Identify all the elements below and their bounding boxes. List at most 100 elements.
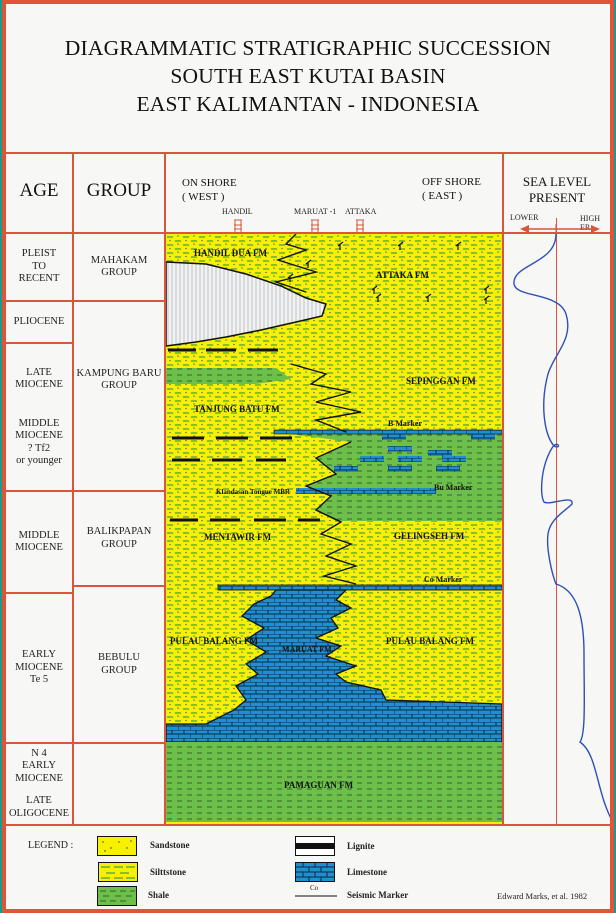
legend-label-limestone: Limestone xyxy=(347,867,387,877)
group-text: MAHAKAM xyxy=(90,254,148,266)
formation-pulau-balang-east: PULAU BALANG FM xyxy=(386,636,475,646)
limestone-co-marker xyxy=(217,584,502,591)
formation-maruat: MARUAT FM xyxy=(282,645,332,654)
age-text: OLIGOCENE xyxy=(8,807,70,819)
age-text: EARLY xyxy=(22,649,56,661)
age-text: PLIOCENE xyxy=(13,315,65,327)
legend-label-lignite: Lignite xyxy=(347,841,375,851)
credit-text: Edward Marks, et al. 1982 xyxy=(497,891,588,901)
marker-b: B Marker xyxy=(388,419,422,428)
legend-label-siltstone: Silttstone xyxy=(150,867,186,877)
title-line-2: SOUTH EAST KUTAI BASIN xyxy=(170,64,446,88)
age-text: PLEIST xyxy=(21,248,57,260)
age-text: LATE xyxy=(26,795,52,807)
formation-pamaguan: PAMAGUAN FM xyxy=(284,780,354,790)
age-text: or younger xyxy=(16,455,62,466)
group-mahakam: MAHAKAM GROUP xyxy=(74,234,164,300)
formation-sepinggan: SEPINGGAN FM xyxy=(406,376,476,386)
well-label-maruat: MARUAT -1 xyxy=(294,207,337,216)
age-text: MIOCENE xyxy=(15,379,63,390)
sea-level-present-line xyxy=(556,218,557,824)
age-pliocene: PLIOCENE xyxy=(6,302,72,342)
limestone-b-marker xyxy=(273,429,502,435)
age-text: TO xyxy=(32,260,46,272)
formation-pulau-balang-west: PULAU BALANG FM xyxy=(170,636,259,646)
legend-top-border xyxy=(4,824,612,826)
higher-label-line2: ER xyxy=(580,223,591,232)
group-balikpapan: BALIKPAPAN GROUP xyxy=(74,492,164,585)
group-text: BALIKPAPAN xyxy=(86,526,152,537)
group-bebulu: BEBULU GROUP xyxy=(74,587,164,742)
age-row-divider xyxy=(4,742,164,744)
higher-label: HIGH ER xyxy=(580,214,600,232)
onshore-label-line2: ( WEST ) xyxy=(182,191,225,203)
group-text: GROUP xyxy=(101,267,137,278)
age-text: MIOCENE xyxy=(15,542,63,553)
higher-label-line1: HIGH xyxy=(580,214,600,223)
section-right-border xyxy=(502,152,504,824)
age-text: N 4 xyxy=(31,747,47,759)
formation-attaka: ATTAKA FM xyxy=(376,270,429,280)
sea-level-arrow-icon xyxy=(520,224,600,234)
formation-gelingseh: GELINGSEH FM xyxy=(394,531,465,541)
group-kampung-baru: KAMPUNG BARU GROUP xyxy=(74,340,164,420)
age-row-divider xyxy=(4,490,164,492)
group-row-divider xyxy=(72,585,164,587)
age-header: AGE xyxy=(19,180,59,201)
offshore-label-line2: ( EAST ) xyxy=(422,190,463,202)
formation-tanjung-batu: TANJUNG BATU FM xyxy=(194,404,280,414)
well-label-handil: HANDIL xyxy=(222,207,253,216)
age-text: MIOCENE xyxy=(15,772,63,784)
legend-swatch-siltstone xyxy=(98,862,138,882)
age-early-miocene-te5: EARLY MIOCENE Te 5 xyxy=(6,594,72,742)
legend-swatch-seismic-marker xyxy=(295,895,337,897)
legend-label-shale: Shale xyxy=(148,890,170,900)
legend-swatch-limestone xyxy=(295,862,335,882)
group-text: GROUP xyxy=(101,380,137,391)
group-header: GROUP xyxy=(86,180,152,201)
group-text: BEBULU xyxy=(98,652,140,663)
lignite-beds xyxy=(168,348,320,522)
well-label-attaka: ATTAKA xyxy=(345,207,377,216)
facies-boundaries xyxy=(273,234,362,585)
group-text: GROUP xyxy=(101,538,137,550)
onshore-label-line1: ON SHORE xyxy=(182,177,237,189)
age-text: MIDDLE xyxy=(18,417,60,429)
age-pleist-recent: PLEIST TO RECENT xyxy=(6,234,72,300)
group-text: GROUP xyxy=(101,664,137,676)
group-column-border xyxy=(164,152,166,824)
drill-well-icon xyxy=(356,219,364,232)
age-text: MIOCENE xyxy=(15,661,63,673)
legend-swatch-lignite xyxy=(295,836,335,856)
marker-co: Co Marker xyxy=(424,575,463,584)
pamaguan-shale xyxy=(166,742,502,822)
sea-level-line2: PRESENT xyxy=(528,190,586,205)
age-text: LATE xyxy=(26,366,52,378)
maruat-limestone xyxy=(166,589,502,743)
formation-handil-dua: HANDIL DUA FM xyxy=(194,248,268,258)
header-top-border xyxy=(4,152,612,154)
onshore-label: ON SHORE ( WEST ) xyxy=(182,176,237,204)
legend-swatch-shale xyxy=(97,886,137,906)
age-column-border xyxy=(72,152,74,824)
stratigraphic-cross-section: HANDIL DUA FM ATTAKA FM SEPINGGAN FM TAN… xyxy=(166,234,502,824)
fossil-symbols xyxy=(287,241,490,304)
formation-mentawir: MENTAWIR FM xyxy=(204,532,272,542)
limestone-lenses xyxy=(296,434,495,494)
legend-label-sandstone: Sandstone xyxy=(150,840,190,850)
well-symbol-icons xyxy=(234,219,364,232)
drill-well-icon xyxy=(234,219,242,232)
group-text: KAMPUNG BARU xyxy=(76,367,162,379)
age-late-middle-miocene: LATE MIOCENE MIDDLE MIOCENE ? Tf2 or you… xyxy=(6,344,72,490)
legend-swatch-sandstone xyxy=(97,836,137,856)
title-line-1: DIAGRAMMATIC STRATIGRAPHIC SUCCESSION xyxy=(64,36,552,60)
age-text: ? Tf2 xyxy=(27,442,51,454)
drill-well-icon xyxy=(311,219,319,232)
offshore-label: OFF SHORE ( EAST ) xyxy=(422,175,481,203)
legend-label-seismic-marker: Seismic Marker xyxy=(347,890,409,900)
formation-klandasan: Klandasan Tongue MBR xyxy=(216,488,291,496)
age-row-divider xyxy=(4,342,74,344)
age-n4-early-miocene-late-oligocene: N 4 EARLY MIOCENE LATE OLIGOCENE xyxy=(6,744,72,824)
age-text: MIOCENE xyxy=(15,430,63,441)
marker-bu: Bu Marker xyxy=(434,483,473,492)
